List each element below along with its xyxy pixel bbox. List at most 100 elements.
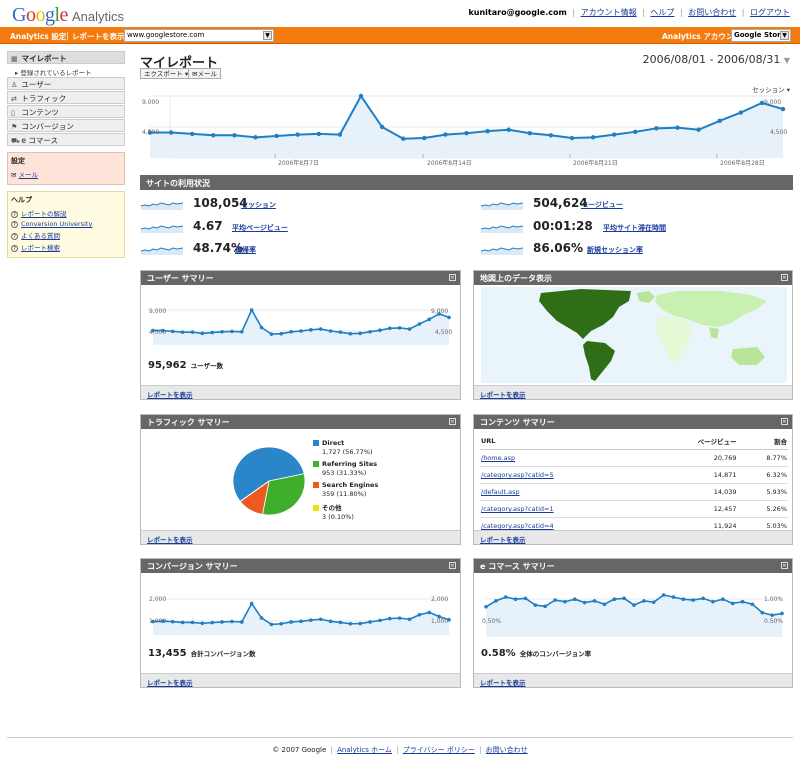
url-link[interactable]: /category.asp?catid=1: [481, 505, 554, 513]
settings-mail-link[interactable]: メール: [18, 171, 39, 179]
copyright: © 2007 Google: [272, 746, 327, 754]
data-point: [612, 597, 617, 601]
sparkline: [481, 202, 523, 210]
mail-button[interactable]: ✉メール: [188, 68, 221, 79]
world-map[interactable]: [481, 287, 787, 383]
sidebar-item-label: トラフィック: [21, 94, 67, 103]
url-cell: /category.asp?catid=1: [480, 500, 647, 518]
help-item[interactable]: ? よくある質問: [11, 230, 121, 240]
sidebar-item-label: e コマース: [21, 136, 59, 145]
google-logo[interactable]: Google: [12, 4, 68, 27]
contact-link[interactable]: お問い合わせ: [688, 8, 737, 17]
view-report-link[interactable]: レポートを表示: [147, 536, 193, 544]
footer-link-privacy[interactable]: プライバシー ポリシー: [402, 746, 475, 754]
sidebar-item-ecommerce[interactable]: ⛟ e コマース: [7, 133, 125, 146]
data-point: [427, 610, 432, 615]
help-link-report-guide[interactable]: レポートの解説: [21, 210, 67, 218]
help-link-conversion-university[interactable]: Conversion University: [21, 220, 93, 228]
panel-title: ユーザー サマリー: [147, 274, 214, 283]
legend-label: Direct: [322, 439, 345, 447]
data-point: [780, 106, 786, 112]
url-link[interactable]: /category.asp?catid=5: [481, 471, 554, 479]
help-link[interactable]: ヘルプ: [650, 8, 675, 17]
help-item[interactable]: ? レポートの解説: [11, 208, 121, 218]
footer-link-contact[interactable]: お問い合わせ: [485, 746, 528, 754]
close-icon[interactable]: ✕: [449, 274, 456, 281]
divider: |: [479, 746, 482, 754]
footer-link-home[interactable]: Analytics ホーム: [337, 746, 392, 754]
close-icon[interactable]: ✕: [781, 274, 788, 281]
table-row: /category.asp?catid=1 12,457 5.26%: [480, 500, 788, 518]
sidebar-item-conversion[interactable]: ⚑ コンバージョン: [7, 119, 125, 132]
url-cell: /category.asp?catid=5: [480, 466, 647, 484]
data-point: [397, 616, 402, 620]
logout-link[interactable]: ログアウト: [750, 8, 790, 17]
report-site-select[interactable]: www.googlestore.com ▼: [124, 29, 274, 42]
metric-link[interactable]: セッション: [241, 201, 276, 209]
url-link[interactable]: /default.asp: [481, 488, 520, 496]
data-point: [397, 326, 402, 330]
sidebar-item-content[interactable]: ▯ コンテンツ: [7, 105, 125, 118]
panel-header: 地図上のデータ表示 ✕: [474, 271, 792, 285]
mail-icon: ✉: [11, 171, 17, 179]
sidebar-sub-registered-reports[interactable]: ▸ 登録されているレポート: [15, 69, 92, 77]
data-point: [253, 135, 258, 140]
data-point: [651, 600, 656, 604]
sparkline-line: [481, 225, 523, 230]
metric-link[interactable]: ページビュー: [581, 201, 623, 209]
export-button[interactable]: エクスポート ▾: [140, 68, 193, 79]
close-icon[interactable]: ✕: [449, 562, 456, 569]
data-point: [543, 604, 547, 609]
metric-link[interactable]: 直帰率: [235, 246, 256, 254]
data-point: [279, 621, 284, 626]
data-point: [151, 619, 155, 624]
metric-link[interactable]: 新規セッション率: [587, 246, 643, 254]
y-tick-label: 4,500: [149, 329, 166, 336]
account-select[interactable]: Google Store ▼: [731, 29, 791, 42]
help-item[interactable]: ? Conversion University: [11, 220, 121, 228]
metric-link[interactable]: 平均サイト滞在時間: [603, 224, 666, 232]
pageviews-cell: 14,871: [646, 466, 738, 484]
usage-metric: 504,624 ページビュー: [481, 196, 731, 212]
data-point: [582, 600, 587, 605]
date-range-selector[interactable]: 2006/08/01 - 2006/08/31 ▼: [643, 53, 790, 66]
analytics-settings-link[interactable]: Analytics 設定: [10, 32, 67, 41]
view-report-link[interactable]: レポートを表示: [147, 391, 193, 399]
area-fill: [153, 603, 449, 635]
account-info-link[interactable]: アカウント情報: [580, 8, 637, 17]
sidebar-item-users[interactable]: ♙ ユーザー: [7, 77, 125, 90]
view-report-link[interactable]: レポートを表示: [480, 536, 526, 544]
close-icon[interactable]: ✕: [781, 418, 788, 425]
data-point: [681, 597, 686, 601]
data-point: [437, 614, 441, 619]
column-header-pageviews: ページビュー: [646, 433, 738, 450]
sidebar-item-traffic[interactable]: ⇄ トラフィック: [7, 91, 125, 104]
url-link[interactable]: /category.asp?catid=4: [481, 522, 554, 530]
x-tick-label: 2006年8月21日: [573, 159, 618, 167]
panel-header: ユーザー サマリー ✕: [141, 271, 460, 285]
settings-item-mail[interactable]: ✉ メール: [11, 169, 121, 179]
data-point: [590, 135, 596, 140]
data-point: [740, 599, 745, 604]
view-report-link[interactable]: レポートを表示: [480, 679, 526, 687]
data-point: [447, 617, 451, 622]
divider: |: [679, 8, 683, 17]
data-point: [573, 597, 577, 601]
url-link[interactable]: /home.asp: [481, 454, 516, 462]
session-metric-select[interactable]: セッション ▾: [752, 86, 790, 94]
help-link-report-search[interactable]: レポート検索: [21, 244, 60, 252]
metric-link[interactable]: 平均ページビュー: [232, 224, 288, 232]
sidebar-item-my-report[interactable]: ▦ マイレポート: [7, 51, 125, 64]
data-point: [170, 329, 175, 334]
close-icon[interactable]: ✕: [781, 562, 788, 569]
view-report-link[interactable]: レポートを表示: [480, 391, 526, 399]
table-row: /category.asp?catid=5 14,871 6.32%: [480, 466, 788, 484]
data-point: [190, 131, 195, 137]
sparkline-line: [141, 247, 183, 252]
help-item[interactable]: ? レポート検索: [11, 242, 121, 252]
user-total: 95,962 ユーザー数: [148, 360, 223, 371]
view-report-link[interactable]: レポートを表示: [147, 679, 193, 687]
close-icon[interactable]: ✕: [449, 418, 456, 425]
help-link-faq[interactable]: よくある質問: [21, 232, 60, 240]
panel-header: コンテンツ サマリー ✕: [474, 415, 792, 429]
